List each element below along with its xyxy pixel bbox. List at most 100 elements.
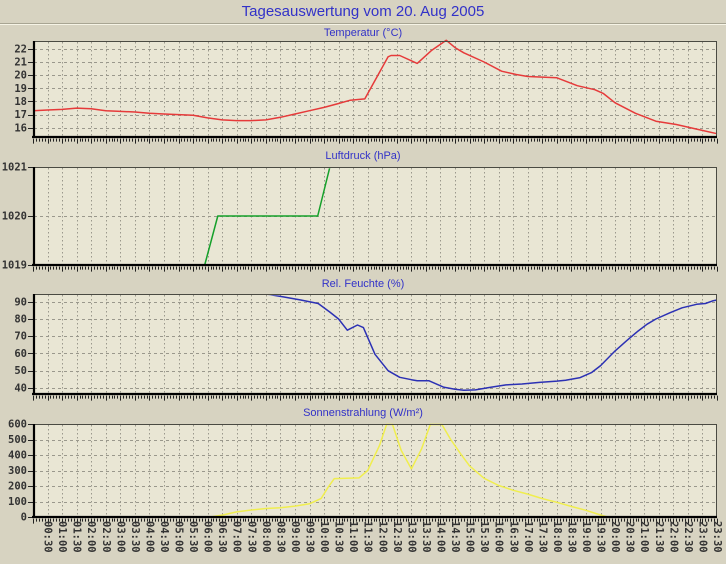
x-tick-label: 19:00 bbox=[580, 521, 592, 553]
x-tick-label: 22:30 bbox=[682, 521, 694, 553]
x-tick-label: 14:30 bbox=[449, 521, 461, 553]
x-tick-label: 17:30 bbox=[536, 521, 548, 553]
x-tick-label: 10:30 bbox=[333, 521, 345, 553]
y-tick-label: 1019 bbox=[2, 260, 27, 272]
radiation-plot-area bbox=[33, 424, 717, 517]
y-tick-label: 60 bbox=[14, 348, 27, 360]
x-tick-label: 12:30 bbox=[391, 521, 403, 553]
radiation-chart-title: Sonnenstrahlung (W/m²) bbox=[303, 407, 423, 419]
x-tick-label: 23:30 bbox=[711, 521, 723, 553]
humidity-plot-area bbox=[33, 294, 717, 394]
x-tick-label: 13:00 bbox=[405, 521, 417, 553]
minor-tick-strip bbox=[33, 518, 718, 524]
x-tick-label: 15:30 bbox=[478, 521, 490, 553]
x-tick-label: 08:30 bbox=[274, 521, 286, 553]
axis-lines bbox=[32, 294, 717, 396]
x-tick-label: 20:00 bbox=[609, 521, 621, 553]
x-tick-label: 17:00 bbox=[522, 521, 534, 553]
plot-frame bbox=[33, 41, 717, 137]
x-tick-label: 05:00 bbox=[173, 521, 185, 553]
x-tick-label: 10:00 bbox=[318, 521, 330, 553]
y-tick-label: 40 bbox=[14, 382, 27, 394]
y-tick-label: 1020 bbox=[2, 211, 27, 223]
y-tick-label: 21 bbox=[14, 57, 27, 69]
x-tick-label: 05:30 bbox=[187, 521, 199, 553]
axis-lines bbox=[32, 41, 717, 139]
x-tick-label: 20:30 bbox=[624, 521, 636, 553]
y-tick-label: 20 bbox=[14, 70, 27, 82]
title-divider bbox=[0, 23, 726, 25]
axis-lines bbox=[32, 424, 717, 519]
x-tick-label: 23:00 bbox=[696, 521, 708, 553]
x-tick-label: 02:30 bbox=[100, 521, 112, 553]
vertical-gridlines bbox=[48, 425, 703, 516]
y-tick-label: 300 bbox=[8, 465, 27, 477]
y-tick-label: 1021 bbox=[2, 162, 27, 174]
x-tick-label: 01:30 bbox=[71, 521, 83, 553]
y-tick-label: 50 bbox=[14, 365, 27, 377]
y-tick-marks bbox=[28, 49, 33, 129]
y-tick-label: 17 bbox=[14, 109, 27, 121]
y-tick-label: 80 bbox=[14, 314, 27, 326]
y-tick-label: 500 bbox=[8, 434, 27, 446]
y-tick-label: 19 bbox=[14, 83, 27, 95]
y-tick-label: 600 bbox=[8, 419, 27, 431]
temperature-series-line bbox=[32, 39, 718, 135]
x-tick-label: 03:00 bbox=[114, 521, 126, 553]
x-tick-label: 12:00 bbox=[376, 521, 388, 553]
pressure-chart: 1019 1020 1021 bbox=[2, 162, 718, 272]
temperature-chart-title: Temperatur (°C) bbox=[323, 27, 403, 39]
page-title: Tagesauswertung vom 20. Aug 2005 bbox=[241, 3, 485, 20]
x-tick-label: 07:30 bbox=[245, 521, 257, 553]
y-tick-label: 200 bbox=[8, 481, 27, 493]
x-tick-label: 09:30 bbox=[304, 521, 316, 553]
x-tick-label: 09:00 bbox=[289, 521, 301, 553]
pressure-chart-title: Luftdruck (hPa) bbox=[325, 150, 401, 162]
x-tick-label: 07:00 bbox=[231, 521, 243, 553]
plot-frame bbox=[33, 424, 717, 517]
minor-tick-strip bbox=[33, 138, 718, 144]
x-tick-label: 04:00 bbox=[143, 521, 155, 553]
radiation-series-line bbox=[33, 423, 717, 518]
vertical-gridlines bbox=[48, 295, 703, 393]
y-tick-label: 16 bbox=[14, 122, 27, 134]
y-tick-label: 18 bbox=[14, 96, 27, 108]
x-tick-label: 16:00 bbox=[493, 521, 505, 553]
y-tick-label: 70 bbox=[14, 331, 27, 343]
y-tick-marks bbox=[28, 424, 33, 518]
x-tick-label: 14:00 bbox=[435, 521, 447, 553]
x-tick-label: 01:00 bbox=[56, 521, 68, 553]
y-tick-label: 400 bbox=[8, 450, 27, 462]
x-tick-label: 11:00 bbox=[347, 521, 359, 553]
x-tick-label: 11:30 bbox=[362, 521, 374, 553]
x-tick-label: 16:30 bbox=[507, 521, 519, 553]
x-tick-label: 21:00 bbox=[638, 521, 650, 553]
minor-tick-strip bbox=[33, 395, 718, 401]
x-tick-label: 15:00 bbox=[464, 521, 476, 553]
y-tick-label: 90 bbox=[14, 296, 27, 308]
radiation-chart: 0 100 200 300 400 500 600 bbox=[8, 419, 718, 524]
x-tick-label: 06:00 bbox=[202, 521, 214, 553]
humidity-chart: 40 50 60 70 80 90 bbox=[14, 294, 718, 401]
y-tick-marks bbox=[28, 302, 33, 389]
pressure-plot-area bbox=[33, 167, 717, 265]
plot-frame bbox=[33, 294, 717, 394]
x-tick-label: 18:30 bbox=[566, 521, 578, 553]
y-tick-label: 100 bbox=[8, 496, 27, 508]
x-tick-label: 22:00 bbox=[667, 521, 679, 553]
x-tick-label: 18:00 bbox=[551, 521, 563, 553]
axis-lines bbox=[32, 167, 717, 267]
x-tick-label: 04:30 bbox=[158, 521, 170, 553]
x-tick-label: 21:30 bbox=[653, 521, 665, 553]
x-tick-label: 00:30 bbox=[42, 521, 54, 553]
x-tick-label: 02:00 bbox=[85, 521, 97, 553]
x-tick-label: 19:30 bbox=[595, 521, 607, 553]
y-tick-label: 0 bbox=[21, 512, 27, 524]
temperature-plot-area bbox=[33, 41, 717, 137]
x-tick-label: 13:30 bbox=[420, 521, 432, 553]
humidity-series-line bbox=[268, 295, 717, 391]
plot-frame bbox=[33, 167, 717, 265]
y-tick-label: 22 bbox=[14, 43, 27, 55]
